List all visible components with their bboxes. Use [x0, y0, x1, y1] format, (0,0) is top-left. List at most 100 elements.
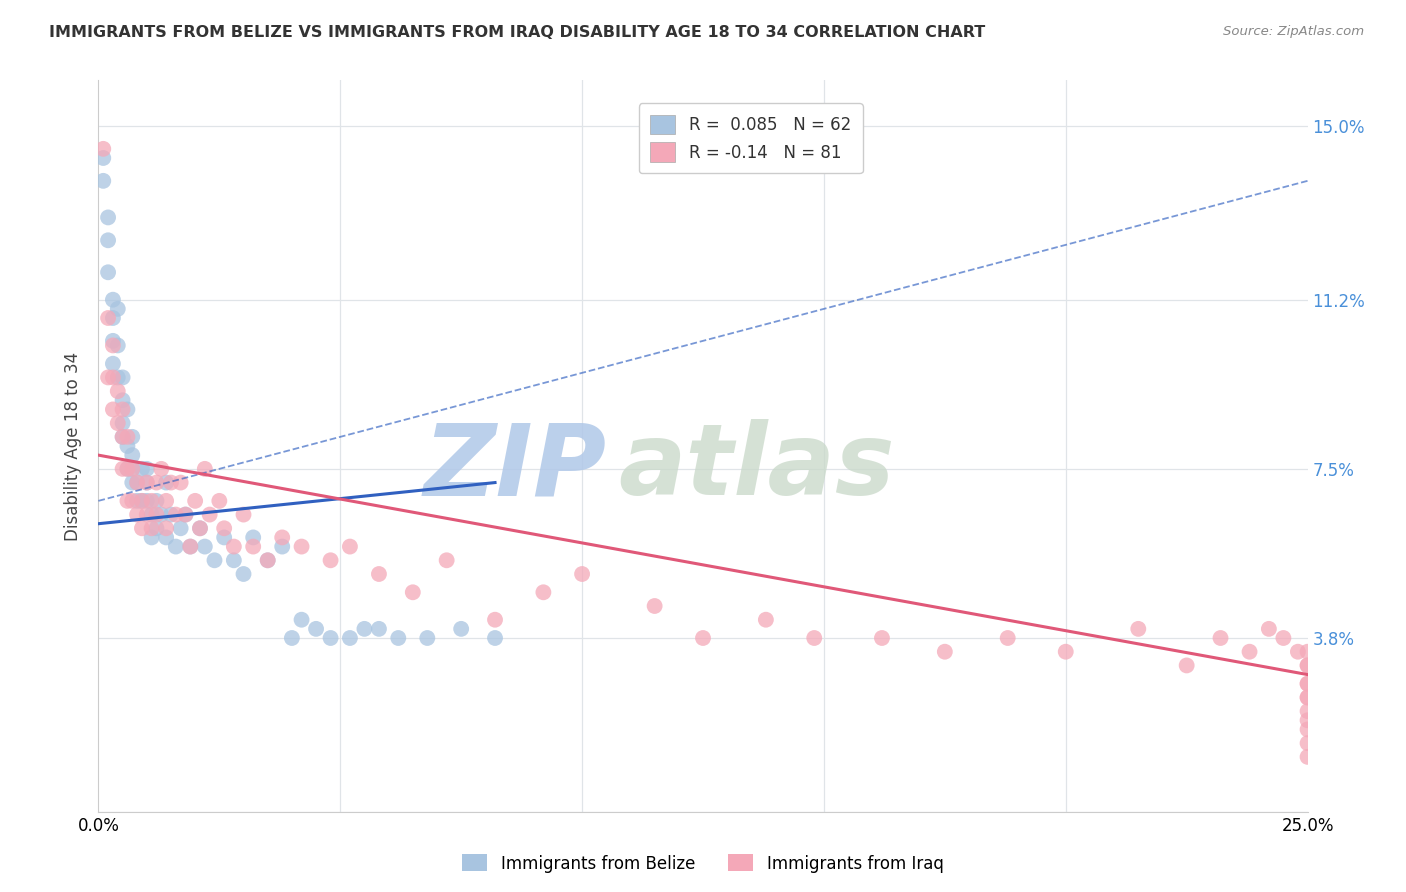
- Point: [290, 613, 312, 627]
- Point: [101, 311, 124, 326]
- Point: [368, 622, 391, 636]
- Point: [242, 540, 264, 554]
- Point: [256, 553, 278, 567]
- Point: [436, 553, 458, 567]
- Point: [141, 494, 163, 508]
- Point: [107, 384, 129, 399]
- Point: [1296, 736, 1319, 750]
- Point: [271, 530, 294, 544]
- Point: [997, 631, 1019, 645]
- Point: [1296, 690, 1319, 705]
- Point: [117, 430, 139, 444]
- Point: [169, 475, 191, 490]
- Point: [101, 334, 124, 348]
- Point: [212, 530, 235, 544]
- Point: [1296, 658, 1319, 673]
- Point: [131, 494, 153, 508]
- Text: atlas: atlas: [619, 419, 894, 516]
- Point: [107, 301, 129, 316]
- Point: [450, 622, 472, 636]
- Point: [135, 462, 157, 476]
- Point: [934, 645, 956, 659]
- Text: IMMIGRANTS FROM BELIZE VS IMMIGRANTS FROM IRAQ DISABILITY AGE 18 TO 34 CORRELATI: IMMIGRANTS FROM BELIZE VS IMMIGRANTS FRO…: [49, 25, 986, 40]
- Point: [131, 462, 153, 476]
- Point: [212, 521, 235, 535]
- Point: [121, 494, 143, 508]
- Point: [232, 567, 254, 582]
- Point: [160, 475, 183, 490]
- Point: [155, 521, 177, 535]
- Point: [1296, 676, 1319, 690]
- Point: [111, 416, 134, 430]
- Point: [101, 293, 124, 307]
- Point: [141, 521, 163, 535]
- Point: [194, 540, 217, 554]
- Point: [174, 508, 197, 522]
- Point: [339, 540, 361, 554]
- Point: [111, 462, 134, 476]
- Point: [188, 521, 211, 535]
- Point: [107, 338, 129, 352]
- Text: ZIP: ZIP: [423, 419, 606, 516]
- Point: [208, 494, 231, 508]
- Point: [155, 494, 177, 508]
- Point: [121, 462, 143, 476]
- Point: [755, 613, 778, 627]
- Point: [571, 567, 593, 582]
- Point: [870, 631, 893, 645]
- Point: [1296, 645, 1319, 659]
- Point: [160, 508, 183, 522]
- Point: [165, 508, 187, 522]
- Point: [91, 174, 114, 188]
- Legend: R =  0.085   N = 62, R = -0.14   N = 81: R = 0.085 N = 62, R = -0.14 N = 81: [638, 103, 863, 173]
- Point: [484, 631, 506, 645]
- Point: [179, 540, 201, 554]
- Point: [117, 439, 139, 453]
- Point: [644, 599, 666, 613]
- Y-axis label: Disability Age 18 to 34: Disability Age 18 to 34: [65, 351, 83, 541]
- Text: Source: ZipAtlas.com: Source: ZipAtlas.com: [1223, 25, 1364, 38]
- Point: [281, 631, 304, 645]
- Point: [184, 494, 207, 508]
- Point: [416, 631, 439, 645]
- Point: [319, 553, 342, 567]
- Point: [131, 521, 153, 535]
- Point: [290, 540, 312, 554]
- Point: [97, 311, 120, 326]
- Point: [484, 613, 506, 627]
- Point: [150, 462, 173, 476]
- Point: [101, 402, 124, 417]
- Point: [1257, 622, 1279, 636]
- Point: [692, 631, 714, 645]
- Point: [271, 540, 294, 554]
- Point: [242, 530, 264, 544]
- Point: [803, 631, 825, 645]
- Point: [91, 151, 114, 165]
- Legend: Immigrants from Belize, Immigrants from Iraq: Immigrants from Belize, Immigrants from …: [456, 847, 950, 880]
- Point: [111, 370, 134, 384]
- Point: [165, 540, 187, 554]
- Point: [107, 416, 129, 430]
- Point: [1054, 645, 1077, 659]
- Point: [1296, 676, 1319, 690]
- Point: [402, 585, 425, 599]
- Point: [121, 462, 143, 476]
- Point: [531, 585, 554, 599]
- Point: [1296, 704, 1319, 718]
- Point: [117, 494, 139, 508]
- Point: [339, 631, 361, 645]
- Point: [305, 622, 328, 636]
- Point: [97, 265, 120, 279]
- Point: [101, 338, 124, 352]
- Point: [1239, 645, 1261, 659]
- Point: [117, 462, 139, 476]
- Point: [97, 211, 120, 225]
- Point: [91, 142, 114, 156]
- Point: [145, 475, 167, 490]
- Point: [319, 631, 342, 645]
- Point: [101, 370, 124, 384]
- Point: [127, 494, 149, 508]
- Point: [111, 393, 134, 408]
- Point: [117, 462, 139, 476]
- Point: [145, 494, 167, 508]
